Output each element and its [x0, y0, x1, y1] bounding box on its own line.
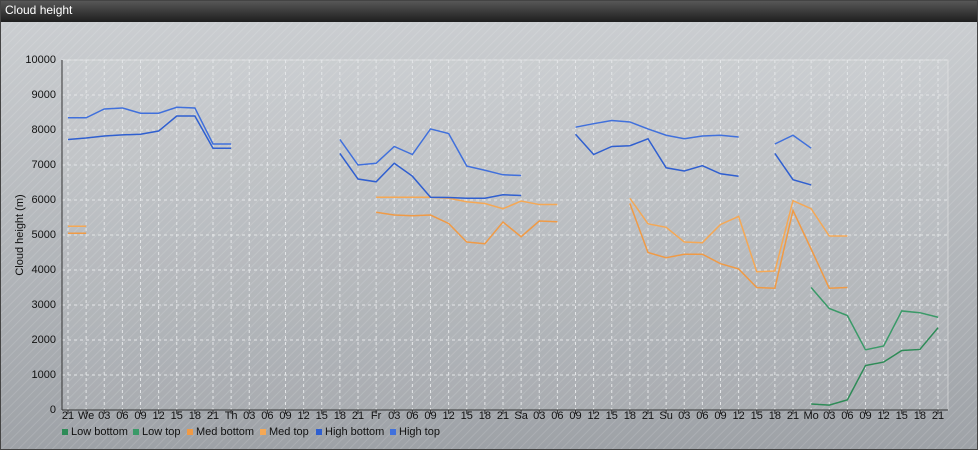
x-tick-label: 21	[207, 410, 219, 422]
x-tick-label: 12	[733, 410, 745, 422]
x-tick-label: 15	[606, 410, 618, 422]
series-line	[67, 115, 812, 199]
x-tick-label: 03	[533, 410, 545, 422]
series-line	[810, 287, 939, 351]
x-tick-label: 09	[859, 410, 871, 422]
x-tick-label: 18	[189, 410, 201, 422]
y-tick-label: 9000	[32, 89, 56, 101]
x-tick-label: 15	[896, 410, 908, 422]
x-tick-label: 18	[479, 410, 491, 422]
x-tick-label: 03	[98, 410, 110, 422]
x-tick-label: 09	[424, 410, 436, 422]
title-bar	[0, 0, 978, 22]
y-tick-label: 3000	[32, 299, 56, 311]
x-tick-label: We	[78, 410, 94, 422]
y-tick-label: 2000	[32, 334, 56, 346]
x-tick-label: Su	[659, 410, 672, 422]
hatch	[0, 22, 978, 450]
legend-swatch	[390, 429, 396, 435]
x-tick-label: 06	[551, 410, 563, 422]
x-tick-label: 03	[678, 410, 690, 422]
y-tick-label: 8000	[32, 124, 56, 136]
y-tick-label: 7000	[32, 159, 56, 171]
x-tick-label: 12	[588, 410, 600, 422]
x-tick-label: Th	[225, 410, 238, 422]
y-tick-label: 6000	[32, 194, 56, 206]
legend-label: High top	[399, 426, 440, 438]
x-tick-label: 15	[751, 410, 763, 422]
window-title: Cloud height	[5, 3, 73, 17]
legend-swatch	[260, 429, 266, 435]
x-tick-label: 06	[696, 410, 708, 422]
series-line	[68, 106, 812, 177]
x-tick-label: 18	[769, 410, 781, 422]
x-tick-label: 03	[388, 410, 400, 422]
x-tick-label: 09	[134, 410, 146, 422]
x-tick-label: 03	[823, 410, 835, 422]
x-tick-label: 09	[569, 410, 581, 422]
x-tick-label: 12	[878, 410, 890, 422]
y-tick-label: 4000	[32, 264, 56, 276]
x-tick-label: 06	[841, 410, 853, 422]
x-tick-label: 21	[787, 410, 799, 422]
y-tick-label: 0	[50, 404, 56, 416]
legend-label: Med bottom	[196, 426, 254, 438]
x-tick-label: 15	[171, 410, 183, 422]
x-tick-label: 12	[298, 410, 310, 422]
legend-swatch	[316, 429, 322, 435]
series-line	[68, 196, 848, 273]
legend-swatch	[62, 429, 68, 435]
y-axis-title: Cloud height (m)	[14, 194, 26, 275]
x-tick-label: Fr	[371, 410, 382, 422]
legend-label: Low top	[142, 426, 181, 438]
x-tick-label: 18	[914, 410, 926, 422]
x-tick-label: Sa	[514, 410, 528, 422]
x-tick-label: 15	[316, 410, 328, 422]
legend-label: High bottom	[325, 426, 384, 438]
x-tick-label: 21	[352, 410, 364, 422]
y-tick-label: 5000	[32, 229, 56, 241]
x-tick-label: Mo	[803, 410, 818, 422]
x-tick-label: 03	[243, 410, 255, 422]
x-tick-label: 06	[406, 410, 418, 422]
x-tick-label: 21	[497, 410, 509, 422]
x-tick-label: 15	[461, 410, 473, 422]
legend-swatch	[133, 429, 139, 435]
x-tick-label: 12	[153, 410, 165, 422]
series-line	[811, 327, 939, 406]
x-tick-label: 12	[443, 410, 455, 422]
series-line	[68, 203, 848, 289]
legend-label: Low bottom	[71, 426, 128, 438]
x-tick-label: 18	[624, 410, 636, 422]
x-tick-label: 21	[62, 410, 74, 422]
x-tick-label: 09	[279, 410, 291, 422]
x-tick-label: 18	[334, 410, 346, 422]
y-tick-label: 10000	[25, 54, 56, 66]
x-tick-label: 21	[932, 410, 944, 422]
x-tick-label: 06	[116, 410, 128, 422]
x-tick-label: 06	[261, 410, 273, 422]
legend-label: Med top	[269, 426, 309, 438]
x-tick-label: 21	[642, 410, 654, 422]
legend-swatch	[187, 429, 193, 435]
y-tick-label: 1000	[32, 369, 56, 381]
x-tick-label: 09	[714, 410, 726, 422]
